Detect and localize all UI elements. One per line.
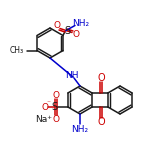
Text: O: O [54,21,61,30]
Text: O: O [52,114,59,124]
Text: S: S [52,102,58,112]
Text: O: O [73,30,80,39]
Text: CH₃: CH₃ [10,46,24,55]
Text: S: S [64,25,70,35]
Text: O: O [52,90,59,100]
Text: Na⁺: Na⁺ [35,116,52,125]
Text: NH: NH [65,71,79,81]
Text: O: O [41,103,48,111]
Text: NH₂: NH₂ [72,19,90,28]
Text: NH₂: NH₂ [71,125,89,133]
Text: ⁻: ⁻ [47,98,51,108]
Text: O: O [97,117,105,127]
Text: O: O [97,73,105,83]
